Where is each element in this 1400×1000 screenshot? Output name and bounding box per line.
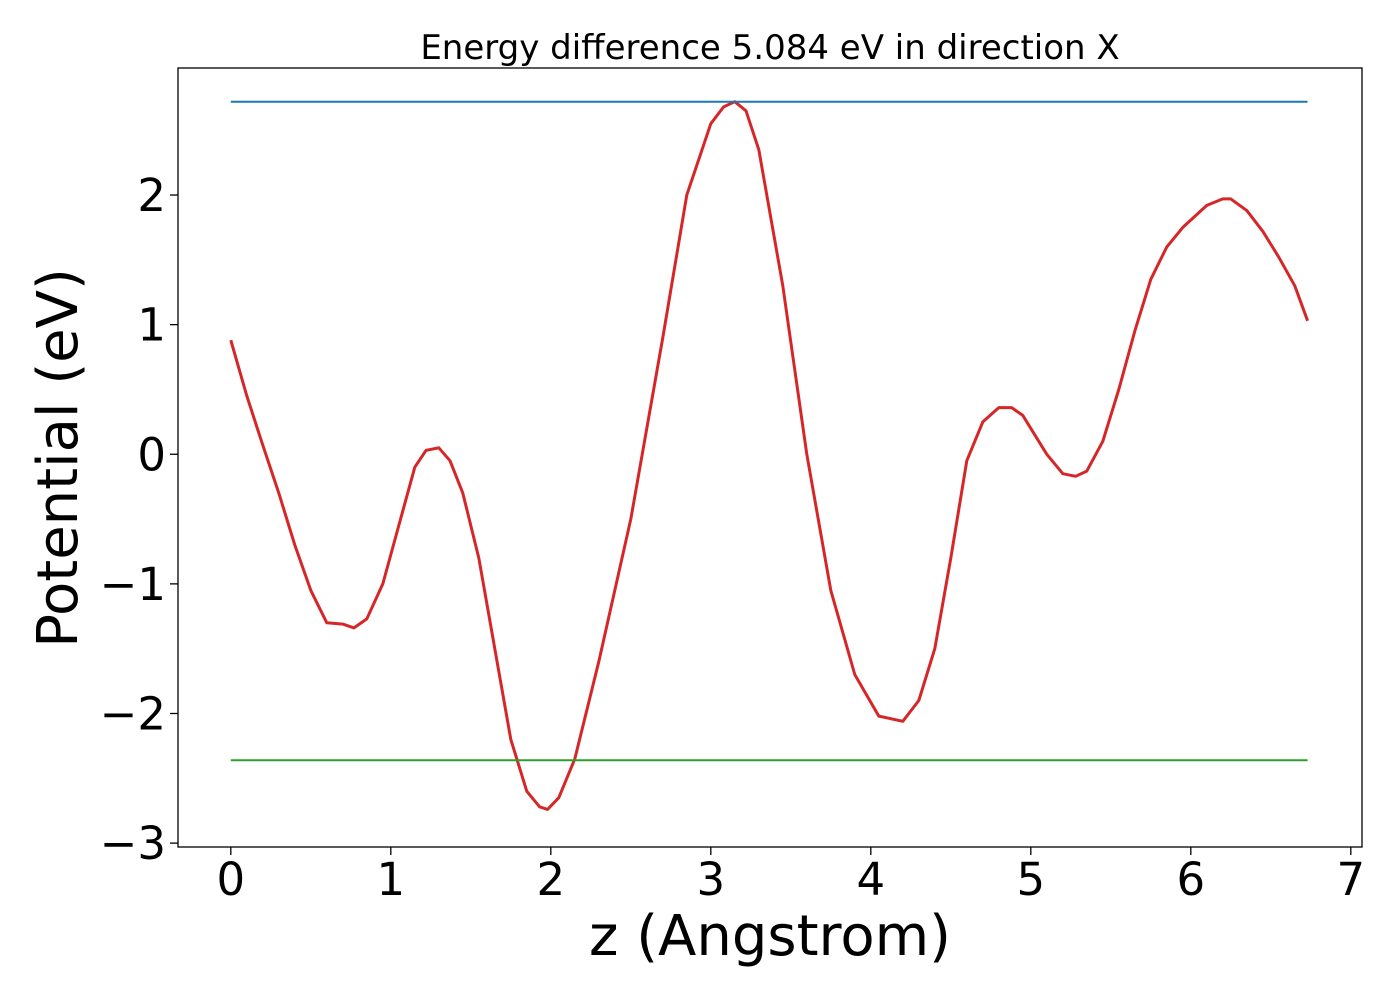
series-line-0 (229, 100, 1310, 811)
y-tick-label: −1 (100, 558, 166, 611)
y-tick-label: −3 (100, 817, 166, 870)
x-tick-label: 4 (856, 853, 885, 906)
x-axis-label: z (Angstrom) (589, 904, 951, 969)
plot-area (177, 67, 1363, 848)
x-tick-label: 2 (536, 853, 565, 906)
y-axis: −3 −2 −1 0 1 2 (100, 169, 178, 870)
x-tick-label: 0 (216, 853, 245, 906)
y-tick-label: 1 (137, 299, 166, 352)
plot-frame (177, 67, 1363, 848)
chart-title: Energy difference 5.084 eV in direction … (420, 28, 1119, 68)
x-tick-label: 3 (696, 853, 725, 906)
y-tick-label: 2 (137, 169, 166, 222)
y-tick-label: 0 (137, 428, 166, 481)
x-tick-label: 5 (1016, 853, 1045, 906)
x-tick-label: 7 (1336, 853, 1365, 906)
x-tick-label: 1 (376, 853, 405, 906)
x-tick-label: 6 (1176, 853, 1205, 906)
y-tick-label: −2 (100, 687, 166, 740)
y-axis-label: Potential (eV) (26, 268, 91, 648)
x-axis: 0 1 2 3 4 5 6 7 (216, 847, 1365, 906)
